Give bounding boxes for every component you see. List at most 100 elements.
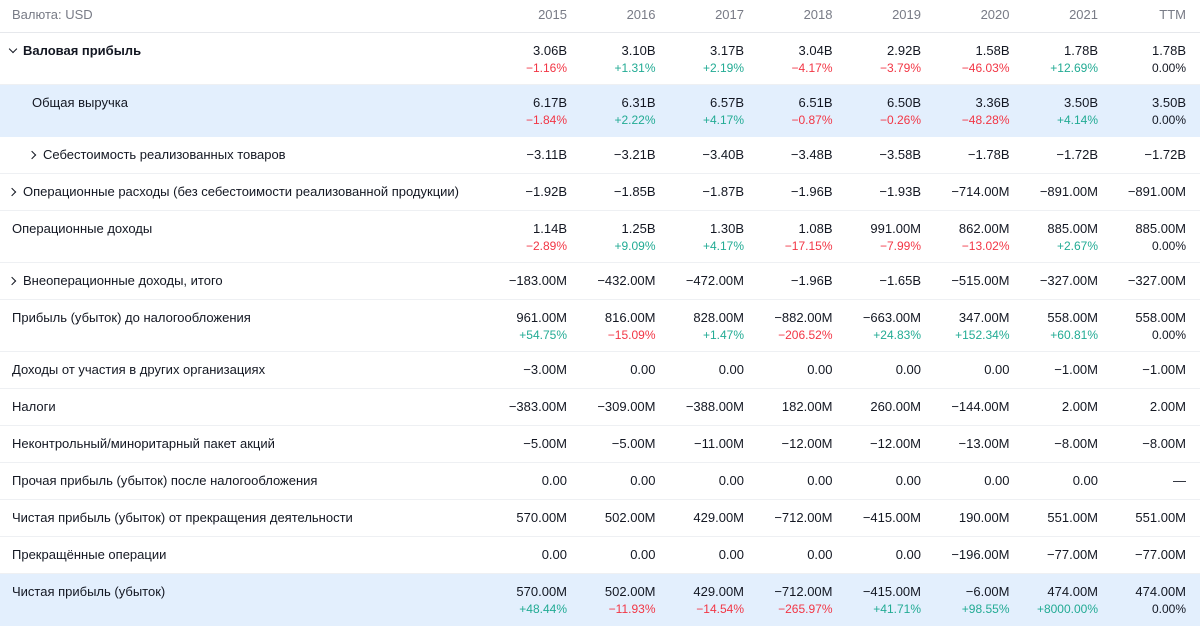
value-cell-2018: 0.00 [745, 537, 834, 563]
value-amount: 190.00M [958, 510, 1010, 525]
row-label-text: Чистая прибыль (убыток) от прекращения д… [12, 510, 353, 525]
value-amount: −432.00M [597, 273, 656, 288]
year-header-2018: 2018 [803, 7, 833, 22]
value-amount: 558.00M [1135, 310, 1186, 325]
value-cell-2015: 6.17B −1.84% [484, 85, 568, 128]
row-income-continuing-ops[interactable]: Чистая прибыль (убыток) от прекращения д… [0, 500, 1200, 537]
value-cell-2017: 0.00 [657, 537, 746, 563]
value-amount: −3.21B [613, 147, 656, 162]
value-cell-2015: 570.00M +48.44% [484, 574, 568, 617]
value-cell-2019: −415.00M +41.71% [834, 574, 923, 617]
value-cell-2020: −13.00M [922, 426, 1011, 452]
row-label[interactable]: Себестоимость реализованных товаров [0, 137, 484, 163]
value-cell-2018: −712.00M [745, 500, 834, 526]
value-cell-2015: 1.14B −2.89% [484, 211, 568, 254]
chevron-down-icon[interactable] [8, 44, 22, 58]
value-change: +48.44% [519, 602, 567, 616]
value-cell-2019: −3.58B [834, 137, 923, 163]
row-label: Прибыль (убыток) до налогообложения [0, 300, 484, 326]
value-amount: −383.00M [508, 399, 567, 414]
row-discontinued-ops[interactable]: Прекращённые операции 0.00 0.00 0.00 0.00 0.… [0, 537, 1200, 574]
row-gross-profit[interactable]: Валовая прибыль 3.06B −1.16% 3.10B +1.31% 3.… [0, 33, 1200, 85]
value-cell-2020: 190.00M [922, 500, 1011, 526]
value-amount: 347.00M [958, 310, 1010, 325]
row-label[interactable]: Операционные расходы (без себестоимости … [0, 174, 484, 200]
value-amount: −3.40B [702, 147, 744, 162]
value-change: −14.54% [696, 602, 744, 616]
value-amount: 1.25B [621, 221, 656, 236]
value-cell-2017: 1.30B +4.17% [657, 211, 746, 254]
row-other-after-tax[interactable]: Прочая прибыль (убыток) после налогообло… [0, 463, 1200, 500]
value-amount: 2.00M [1149, 399, 1186, 414]
value-amount: −712.00M [774, 510, 833, 525]
value-change: +4.17% [702, 239, 744, 253]
value-cell-ttm: 2.00M [1099, 389, 1198, 415]
value-change: +2.22% [614, 113, 656, 127]
value-amount: 1.58B [975, 43, 1010, 58]
value-amount: −1.85B [613, 184, 656, 199]
row-operating-expenses[interactable]: Операционные расходы (без себестоимости … [0, 174, 1200, 211]
value-cell-2020: 1.58B −46.03% [922, 33, 1011, 76]
value-change: +8000.00% [1036, 602, 1098, 616]
table-header: Валюта: USD 2015 2016 2017 2018 2019 202… [0, 0, 1200, 33]
row-label[interactable]: Валовая прибыль [0, 33, 484, 59]
value-cell-2019: 0.00 [834, 352, 923, 378]
value-amount: 2.00M [1061, 399, 1098, 414]
row-cost-of-goods[interactable]: Себестоимость реализованных товаров −3.1… [0, 137, 1200, 174]
value-change: −46.03% [961, 61, 1010, 75]
value-cell-2016: −5.00M [568, 426, 657, 452]
chevron-right-icon[interactable] [28, 148, 42, 162]
value-change: −17.15% [784, 239, 833, 253]
value-cell-2017: −388.00M [657, 389, 746, 415]
value-cell-2017: 3.17B +2.19% [657, 33, 746, 76]
value-cell-2021: −1.72B [1011, 137, 1100, 163]
row-operating-income[interactable]: Операционные доходы 1.14B −2.89% 1.25B +9.0… [0, 211, 1200, 263]
value-amount: 502.00M [604, 510, 656, 525]
row-label[interactable]: Внеоперационные доходы, итого [0, 263, 484, 289]
value-change: +2.19% [702, 61, 744, 75]
value-amount: −5.00M [523, 436, 567, 451]
row-equity-in-earnings[interactable]: Доходы от участия в других организациях … [0, 352, 1200, 389]
value-cell-2020: −144.00M [922, 389, 1011, 415]
row-label: Общая выручка [0, 85, 484, 111]
value-cell-ttm: −891.00M [1099, 174, 1198, 200]
value-amount: 558.00M [1047, 310, 1098, 325]
value-amount: 474.00M [1135, 584, 1186, 599]
value-cell-2020: 0.00 [922, 463, 1011, 489]
value-amount: 3.10B [621, 43, 656, 58]
chevron-right-icon[interactable] [8, 274, 22, 288]
row-label: Прекращённые операции [0, 537, 484, 563]
value-cell-2016: 502.00M −11.93% [568, 574, 657, 617]
row-pretax-income[interactable]: Прибыль (убыток) до налогообложения 961.… [0, 300, 1200, 352]
value-amount: 828.00M [693, 310, 744, 325]
value-amount: 1.78B [1064, 43, 1098, 58]
row-non-operating-income[interactable]: Внеоперационные доходы, итого −183.00M −4… [0, 263, 1200, 300]
value-cell-2021: −891.00M [1011, 174, 1100, 200]
value-cell-ttm: −1.00M [1099, 352, 1198, 378]
value-cell-2015: −3.00M [484, 352, 568, 378]
value-cell-2017: 828.00M +1.47% [657, 300, 746, 343]
value-amount: −8.00M [1142, 436, 1186, 451]
row-label: Прочая прибыль (убыток) после налогообло… [0, 463, 484, 489]
value-change: +1.31% [614, 61, 656, 75]
value-cell-ttm: −1.72B [1099, 137, 1198, 163]
year-header-ttm: TTM [1159, 7, 1186, 22]
value-amount: −3.00M [523, 362, 567, 377]
row-taxes[interactable]: Налоги −383.00M −309.00M −388.00M 182.00M 26… [0, 389, 1200, 426]
value-change: +41.71% [873, 602, 921, 616]
value-cell-2020: 0.00 [922, 352, 1011, 378]
year-header-2020: 2020 [980, 7, 1010, 22]
value-cell-2016: 6.31B +2.22% [568, 85, 657, 128]
chevron-right-icon[interactable] [8, 185, 22, 199]
value-amount: −1.93B [879, 184, 921, 199]
value-cell-2016: 0.00 [568, 463, 657, 489]
value-amount: −12.00M [870, 436, 921, 451]
row-net-income[interactable]: Чистая прибыль (убыток) 570.00M +48.44% 50… [0, 574, 1200, 626]
value-cell-2016: −309.00M [568, 389, 657, 415]
value-cell-2018: −1.96B [745, 174, 834, 200]
value-cell-2021: 474.00M +8000.00% [1011, 574, 1100, 617]
row-total-revenue[interactable]: Общая выручка 6.17B −1.84% 6.31B +2.22% 6.57… [0, 85, 1200, 137]
value-amount: −1.65B [879, 273, 921, 288]
value-change: +1.47% [702, 328, 744, 342]
row-minority-interest[interactable]: Неконтрольный/миноритарный пакет акций −… [0, 426, 1200, 463]
